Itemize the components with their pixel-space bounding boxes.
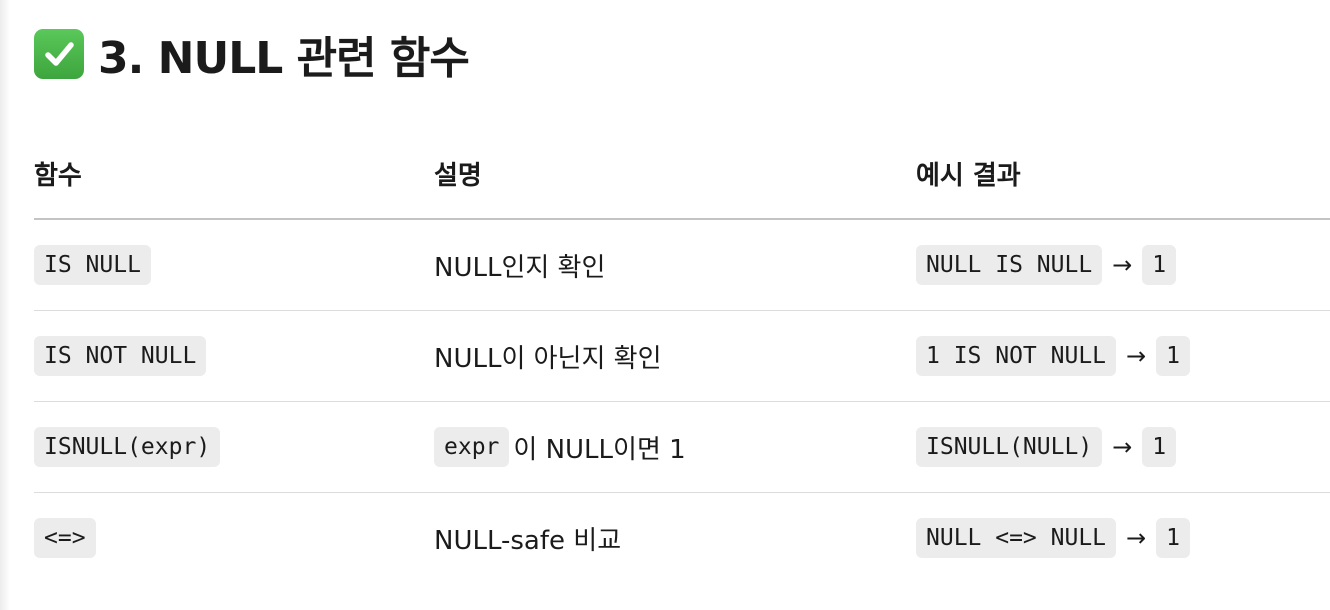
table-row: ISNULL(expr) expr 이 NULL이면 1 ISNULL(NULL… [34, 402, 1330, 493]
function-cell: IS NULL [34, 220, 151, 310]
description-text: NULL인지 확인 [434, 252, 606, 283]
right-arrow-icon: → [1126, 342, 1147, 370]
table-row: IS NOT NULL NULL이 아닌지 확인 1 IS NOT NULL →… [34, 311, 1330, 402]
description-text: NULL이 아닌지 확인 [434, 343, 662, 374]
right-arrow-icon: → [1112, 433, 1133, 461]
header-example-result: 예시 결과 [916, 161, 1021, 191]
description-text: 이 NULL이면 1 [513, 434, 686, 465]
section-title: 3. NULL 관련 함수 [98, 33, 470, 84]
null-functions-table: 함수 설명 예시 결과 IS NULL NULL인지 확인 NULL IS NU… [34, 129, 1330, 583]
description-text: NULL-safe 비교 [434, 525, 622, 556]
function-cell: <=> [34, 493, 96, 583]
example-cell: NULL IS NULL → 1 [916, 220, 1177, 310]
function-cell: IS NOT NULL [34, 311, 207, 401]
check-mark-button-icon [34, 29, 84, 79]
header-function: 함수 [34, 161, 82, 191]
table-row: <=> NULL-safe 비교 NULL <=> NULL → 1 [34, 493, 1330, 583]
left-edge-shade [0, 0, 10, 610]
description-cell: NULL인지 확인 [434, 220, 605, 310]
example-cell: 1 IS NOT NULL → 1 [916, 311, 1190, 401]
function-code: IS NOT NULL [34, 336, 207, 376]
example-expression: 1 IS NOT NULL [916, 336, 1117, 376]
function-code: IS NULL [34, 245, 151, 285]
description-cell: NULL이 아닌지 확인 [434, 311, 662, 401]
example-result: 1 [1142, 245, 1177, 285]
example-cell: NULL <=> NULL → 1 [916, 493, 1190, 583]
function-code: ISNULL(expr) [34, 427, 221, 467]
description-cell: expr 이 NULL이면 1 [434, 402, 686, 492]
right-arrow-icon: → [1126, 524, 1147, 552]
function-cell: ISNULL(expr) [34, 402, 221, 492]
description-cell: NULL-safe 비교 [434, 493, 621, 583]
function-code: <=> [34, 518, 96, 558]
example-expression: NULL IS NULL [916, 245, 1103, 285]
example-expression: NULL <=> NULL [916, 518, 1117, 558]
table-header-row: 함수 설명 예시 결과 [34, 129, 1330, 220]
example-result: 1 [1156, 518, 1190, 558]
header-description: 설명 [434, 161, 482, 191]
table-row: IS NULL NULL인지 확인 NULL IS NULL → 1 [34, 220, 1330, 311]
example-expression: ISNULL(NULL) [916, 427, 1103, 467]
example-result: 1 [1156, 336, 1190, 376]
description-code: expr [434, 427, 510, 467]
right-arrow-icon: → [1112, 251, 1133, 279]
example-cell: ISNULL(NULL) → 1 [916, 402, 1177, 492]
section-heading: 3. NULL 관련 함수 [34, 26, 470, 84]
example-result: 1 [1142, 427, 1177, 467]
